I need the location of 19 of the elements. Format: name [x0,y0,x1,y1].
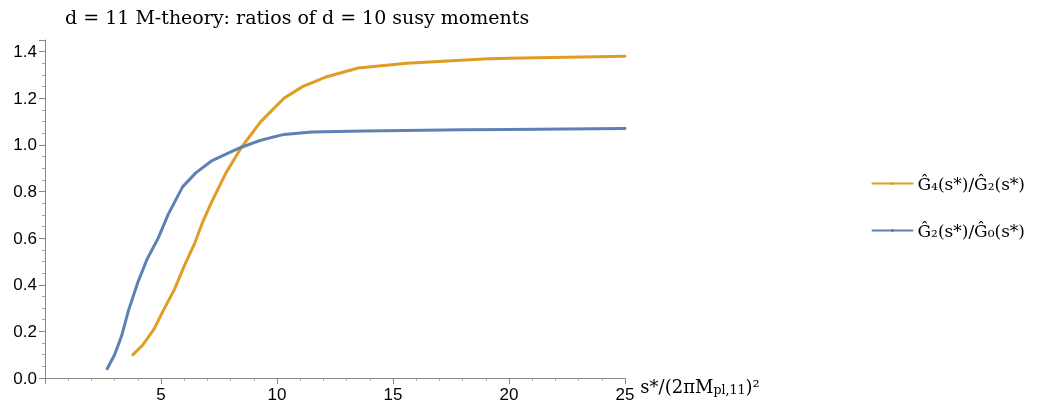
line-series [105,127,627,371]
legend-label: Ĝ₂(s*)/Ĝ₀(s*) [917,220,1025,241]
y-tick-label: 0.0 [13,368,37,388]
chart-title: d = 11 M-theory: ratios of d = 10 susy moments [65,5,530,28]
y-tick-label: 0.2 [13,321,37,341]
x-tick-label: 10 [267,385,287,404]
x-axis-title: s*/(2πMpl,11)² [640,375,760,398]
y-tick-label: 1.2 [13,88,37,108]
line-series [131,54,627,357]
y-tick-label: 1.0 [13,135,37,155]
x-tick-label: 20 [499,385,519,404]
y-tick-label: 0.6 [13,228,37,248]
y-tick-label: 1.4 [13,42,37,62]
legend-label: Ĝ₄(s*)/Ĝ₂(s*) [917,173,1025,194]
x-tick-label: 25 [615,385,635,404]
y-tick-label: 0.4 [13,275,37,295]
x-tick-label: 5 [156,385,166,404]
y-tick-label: 0.8 [13,182,37,202]
x-tick-label: 15 [383,385,403,404]
